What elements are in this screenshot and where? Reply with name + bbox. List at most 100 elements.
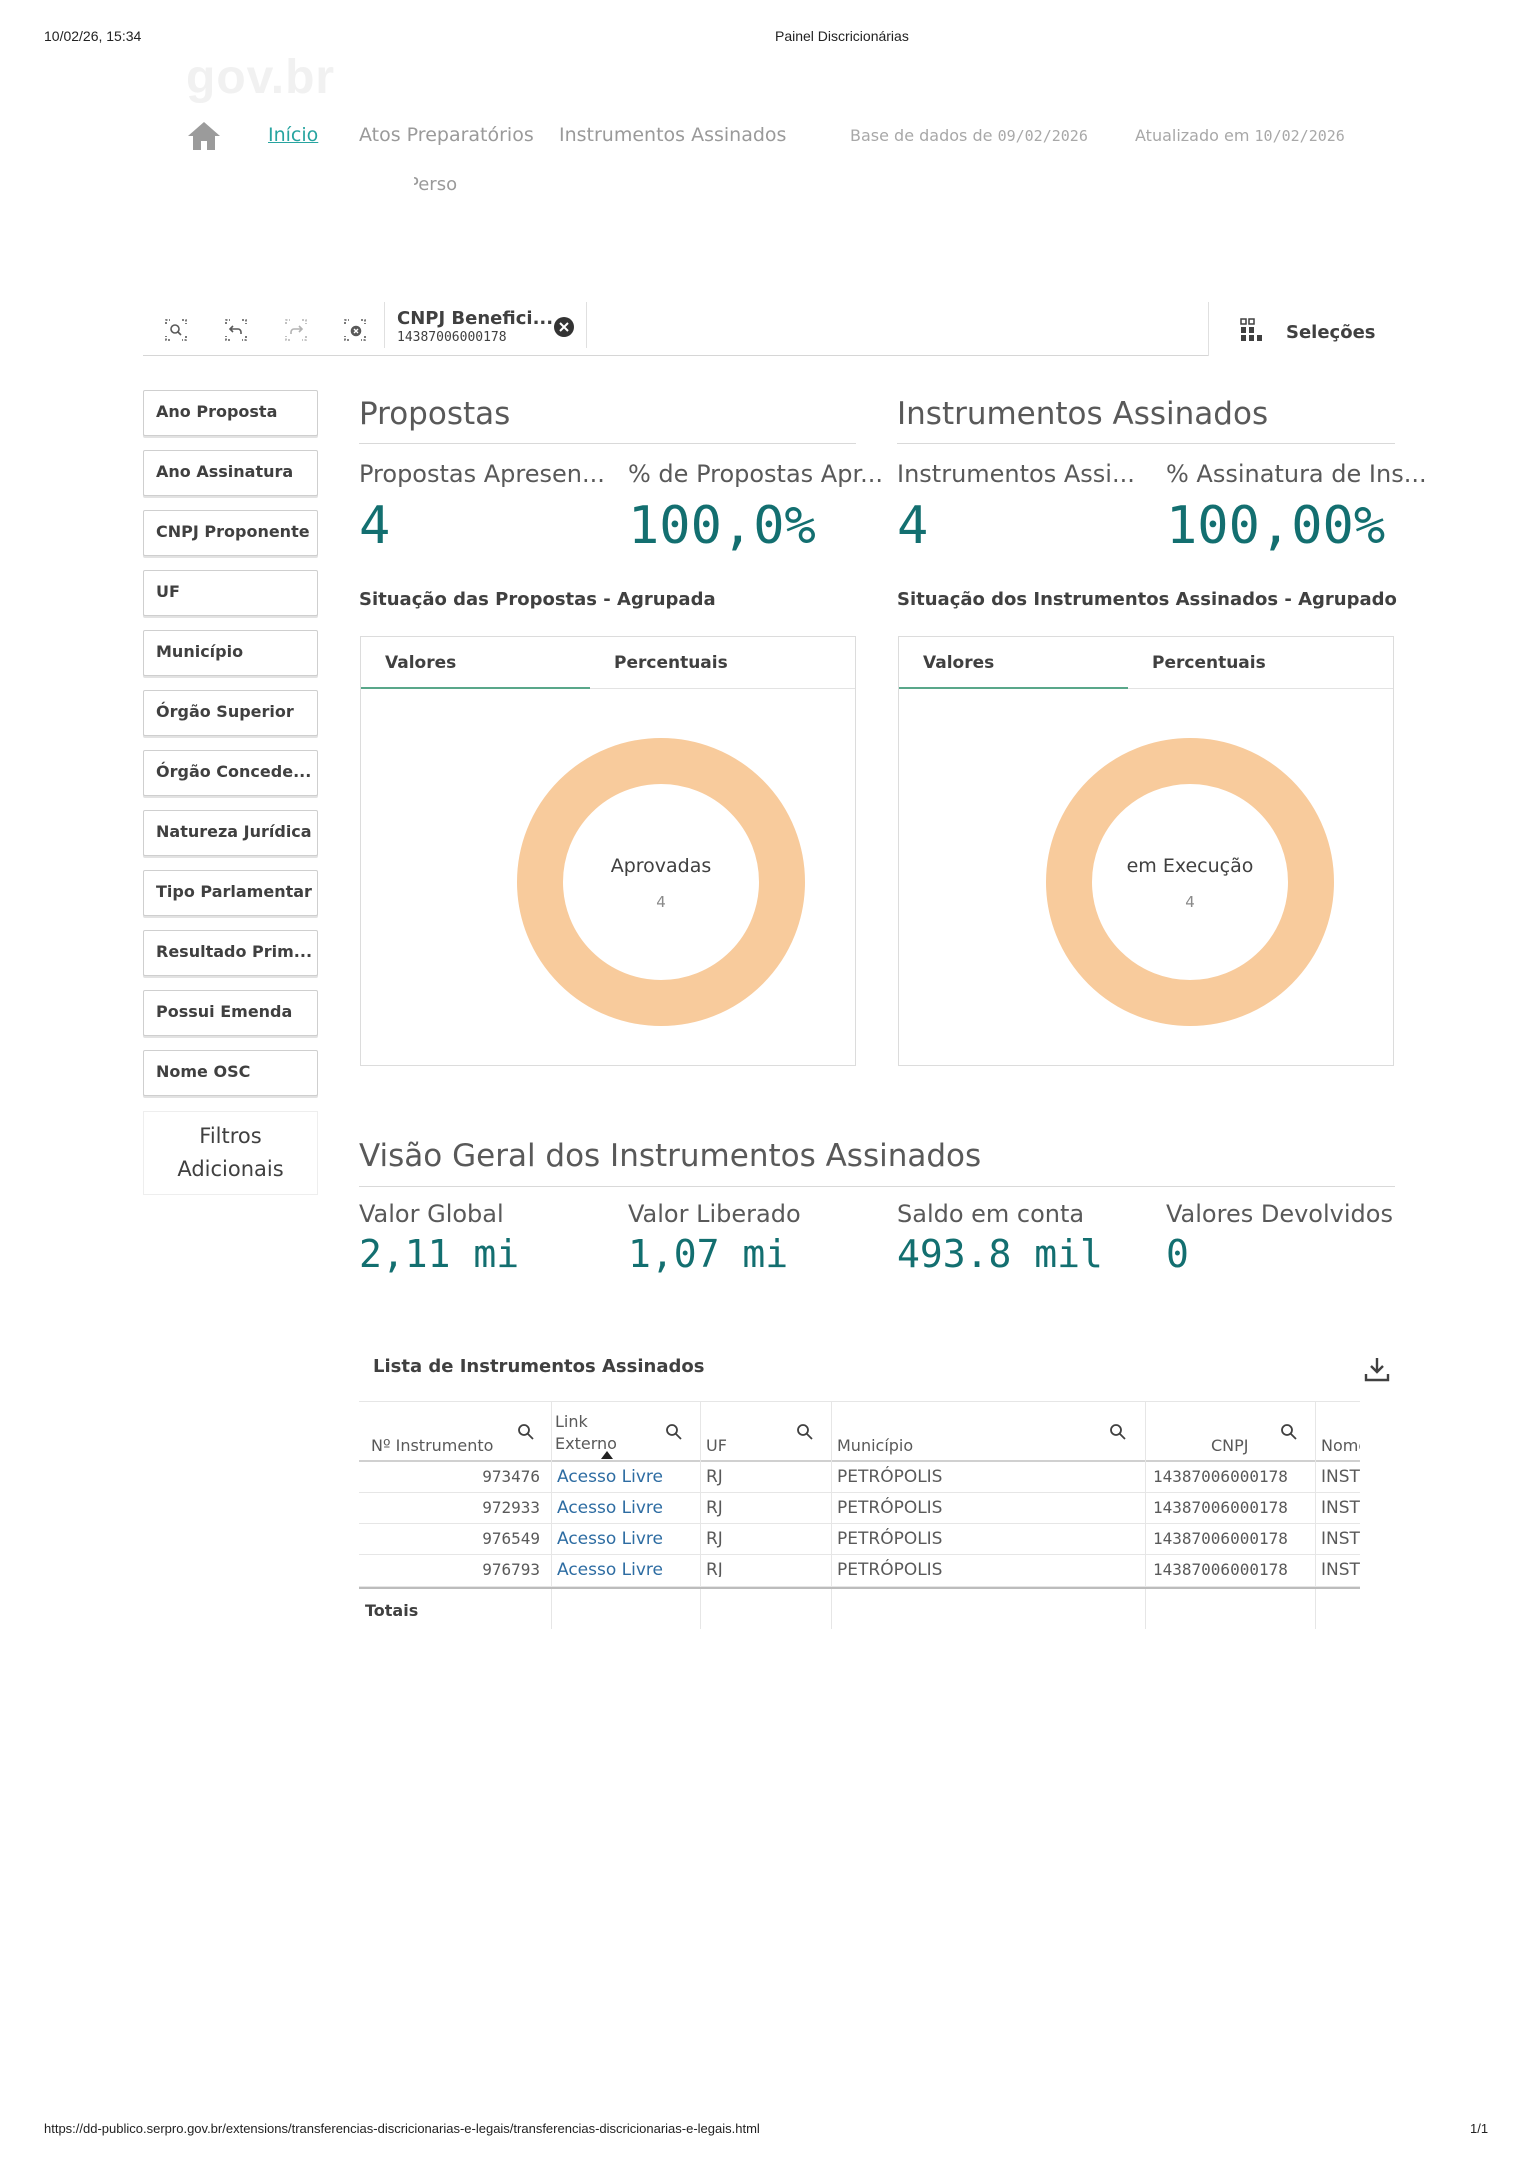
- step-back-icon[interactable]: [224, 318, 248, 342]
- filter-cnpj-proponente[interactable]: CNPJ Proponente: [143, 510, 318, 556]
- propostas-apresentadas-label: Propostas Apresen...: [359, 460, 605, 488]
- instrumentos-chart-title: Situação dos Instrumentos Assinados - Ag…: [897, 589, 1397, 610]
- saldo-value: 493.8 mil: [897, 1232, 1103, 1276]
- print-page-number: 1/1: [1470, 2121, 1489, 2136]
- home-icon[interactable]: [186, 120, 222, 152]
- instrumentos-assinados-label: Instrumentos Assi...: [897, 460, 1135, 488]
- download-icon[interactable]: [1362, 1354, 1392, 1384]
- step-forward-icon[interactable]: [284, 318, 308, 342]
- tab-valores[interactable]: Valores: [361, 637, 590, 689]
- header-numero[interactable]: Nº Instrumento: [359, 1401, 551, 1461]
- valor-liberado-label: Valor Liberado: [628, 1200, 801, 1228]
- table-title: Lista de Instrumentos Assinados: [373, 1356, 705, 1377]
- filter-uf[interactable]: UF: [143, 570, 318, 616]
- section-divider: [897, 443, 1395, 444]
- toolbar-divider: [384, 302, 385, 348]
- selection-field[interactable]: CNPJ Benefici...: [397, 308, 554, 329]
- valor-liberado-value: 1,07 mi: [628, 1232, 789, 1276]
- tab-percentuais[interactable]: Percentuais: [614, 653, 728, 673]
- updated-date: Atualizado em 10/02/2026: [1135, 126, 1345, 145]
- filter-orgao-concedente[interactable]: Órgão Concede...: [143, 750, 318, 796]
- print-datetime: 10/02/26, 15:34: [44, 28, 142, 44]
- toolbar-divider: [1208, 302, 1209, 356]
- row-clip: 976793 Acesso Livre RJ PETRÓPOLIS INST: [482, 1560, 1360, 1577]
- instrumentos-donut: [1046, 738, 1334, 1026]
- logo: gov.br: [186, 51, 336, 104]
- clear-selection-icon[interactable]: [553, 316, 575, 338]
- tab-percentuais[interactable]: Percentuais: [1152, 653, 1266, 673]
- column-divider: [700, 1401, 701, 1629]
- donut-center-value: 4: [656, 893, 666, 911]
- propostas-chart-title: Situação das Propostas - Agrupada: [359, 589, 716, 610]
- filter-tipo-parlamentar[interactable]: Tipo Parlamentar: [143, 870, 318, 916]
- propostas-aprovadas-pct-value: 100,0%: [628, 496, 816, 556]
- filter-resultado-primario[interactable]: Resultado Prim...: [143, 930, 318, 976]
- toolbar-divider: [586, 302, 587, 348]
- search-icon[interactable]: [1280, 1423, 1298, 1441]
- nav-atos-preparatorios[interactable]: Atos Preparatórios: [359, 124, 534, 146]
- propostas-title: Propostas: [359, 396, 511, 432]
- donut-center-label: em Execução: [1126, 855, 1254, 877]
- section-divider: [359, 1186, 1395, 1187]
- visao-geral-title: Visão Geral dos Instrumentos Assinados: [359, 1138, 982, 1174]
- tab-divider: [361, 688, 855, 689]
- donut-slice-aprovadas[interactable]: [517, 738, 805, 1026]
- saldo-label: Saldo em conta: [897, 1200, 1085, 1228]
- header-link-externo[interactable]: Link Externo: [551, 1401, 700, 1461]
- valores-devolvidos-value: 0: [1166, 1232, 1189, 1276]
- table-top-border: [359, 1401, 1360, 1402]
- nav-perso[interactable]: Perso: [414, 174, 458, 195]
- search-icon[interactable]: [1109, 1423, 1127, 1441]
- sort-ascending-icon[interactable]: [601, 1444, 613, 1463]
- valores-devolvidos-label: Valores Devolvidos: [1166, 1200, 1393, 1228]
- table-row[interactable]: 973476 Acesso Livre RJ PETRÓPOLIS 143870…: [359, 1462, 1360, 1493]
- column-divider: [1315, 1401, 1316, 1629]
- selections-toolbar: CNPJ Benefici... 14387006000178: [143, 302, 1209, 356]
- filter-natureza-juridica[interactable]: Natureza Jurídica: [143, 810, 318, 856]
- instrumentos-assinados-value: 4: [897, 496, 929, 556]
- table-row[interactable]: 976549 Acesso Livre RJ PETRÓPOLIS 143870…: [359, 1524, 1360, 1555]
- filter-possui-emenda[interactable]: Possui Emenda: [143, 990, 318, 1036]
- table-row[interactable]: 972933 Acesso Livre RJ PETRÓPOLIS 143870…: [359, 1493, 1360, 1524]
- valor-global-value: 2,11 mi: [359, 1232, 520, 1276]
- instrumentos-table: Nº Instrumento Link Externo UF Município …: [359, 1401, 1360, 1629]
- clear-all-icon[interactable]: [343, 318, 367, 342]
- header-uf[interactable]: UF: [700, 1401, 831, 1461]
- smart-search-icon[interactable]: [164, 318, 188, 342]
- filter-orgao-superior[interactable]: Órgão Superior: [143, 690, 318, 736]
- selections-grid-icon: [1240, 317, 1264, 347]
- filter-ano-proposta[interactable]: Ano Proposta: [143, 390, 318, 436]
- base-date: Base de dados de 09/02/2026: [850, 126, 1088, 145]
- filter-nome-osc[interactable]: Nome OSC: [143, 1050, 318, 1096]
- column-divider: [831, 1401, 832, 1629]
- nav-instrumentos-assinados[interactable]: Instrumentos Assinados: [559, 124, 787, 146]
- tab-valores[interactable]: Valores: [899, 637, 1128, 689]
- header-divider: [359, 1460, 1360, 1462]
- propostas-donut: [517, 738, 805, 1026]
- valor-global-label: Valor Global: [359, 1200, 504, 1228]
- search-icon[interactable]: [665, 1423, 683, 1441]
- column-divider: [1145, 1401, 1146, 1629]
- selections-button[interactable]: Seleções: [1240, 317, 1376, 347]
- filter-ano-assinatura[interactable]: Ano Assinatura: [143, 450, 318, 496]
- filtros-adicionais-button[interactable]: Filtros Adicionais: [143, 1111, 318, 1195]
- search-icon[interactable]: [796, 1423, 814, 1441]
- search-icon[interactable]: [517, 1423, 535, 1441]
- instrumentos-chart-panel: Valores Percentuais em Execução 4: [898, 636, 1394, 1066]
- column-divider: [551, 1401, 552, 1629]
- print-title: Painel Discricionárias: [775, 28, 909, 44]
- print-url: https://dd-publico.serpro.gov.br/extensi…: [44, 2121, 760, 2136]
- header-cnpj[interactable]: CNPJ: [1145, 1401, 1315, 1461]
- nav-inicio[interactable]: Início: [268, 124, 319, 146]
- instrumentos-title: Instrumentos Assinados: [897, 396, 1269, 432]
- propostas-chart-panel: Valores Percentuais Aprovadas 4: [360, 636, 856, 1066]
- selection-value: 14387006000178: [397, 330, 507, 345]
- header-municipio[interactable]: Município: [831, 1401, 1145, 1461]
- table-row[interactable]: 976793 Acesso Livre RJ PETRÓPOLIS INST 1…: [359, 1555, 1360, 1587]
- tab-divider: [899, 688, 1393, 689]
- section-divider: [359, 443, 856, 444]
- donut-center-label: Aprovadas: [610, 855, 712, 877]
- header-nome[interactable]: Nome: [1321, 1436, 1360, 1455]
- donut-slice-em-execucao[interactable]: [1046, 738, 1334, 1026]
- filter-municipio[interactable]: Município: [143, 630, 318, 676]
